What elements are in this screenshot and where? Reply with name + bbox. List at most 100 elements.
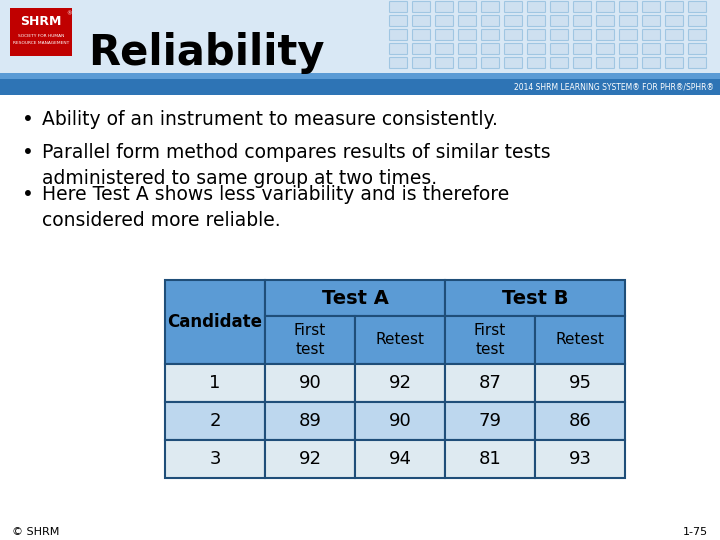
FancyBboxPatch shape	[390, 30, 408, 40]
Bar	[445, 316, 535, 364]
FancyBboxPatch shape	[596, 57, 614, 69]
Bar	[535, 364, 625, 402]
Text: Test B: Test B	[502, 288, 568, 307]
FancyBboxPatch shape	[619, 44, 637, 55]
FancyBboxPatch shape	[505, 44, 523, 55]
Text: 79: 79	[479, 412, 502, 430]
FancyBboxPatch shape	[436, 57, 454, 69]
Text: 81: 81	[479, 450, 501, 468]
FancyBboxPatch shape	[574, 57, 592, 69]
Text: 2014 SHRM LEARNING SYSTEM® FOR PHR®/SPHR®: 2014 SHRM LEARNING SYSTEM® FOR PHR®/SPHR…	[514, 83, 714, 91]
FancyBboxPatch shape	[459, 57, 477, 69]
Text: First
test: First test	[474, 323, 506, 357]
FancyBboxPatch shape	[642, 44, 660, 55]
Text: 92: 92	[299, 450, 322, 468]
Bar	[445, 364, 535, 402]
Bar	[445, 402, 535, 440]
FancyBboxPatch shape	[413, 30, 431, 40]
FancyBboxPatch shape	[665, 30, 683, 40]
FancyBboxPatch shape	[551, 16, 569, 26]
FancyBboxPatch shape	[688, 16, 706, 26]
Bar	[445, 280, 625, 316]
FancyBboxPatch shape	[413, 16, 431, 26]
Bar	[0, 73, 720, 79]
FancyBboxPatch shape	[642, 30, 660, 40]
FancyBboxPatch shape	[665, 16, 683, 26]
FancyBboxPatch shape	[665, 44, 683, 55]
FancyBboxPatch shape	[436, 2, 454, 12]
FancyBboxPatch shape	[688, 30, 706, 40]
FancyBboxPatch shape	[413, 44, 431, 55]
FancyBboxPatch shape	[528, 57, 546, 69]
FancyBboxPatch shape	[596, 30, 614, 40]
FancyBboxPatch shape	[505, 30, 523, 40]
Text: Retest: Retest	[376, 333, 425, 348]
Text: 3: 3	[210, 450, 221, 468]
FancyBboxPatch shape	[505, 57, 523, 69]
FancyBboxPatch shape	[596, 16, 614, 26]
Bar	[265, 402, 355, 440]
Text: •: •	[22, 185, 34, 204]
FancyBboxPatch shape	[665, 2, 683, 12]
Bar	[265, 316, 355, 364]
Bar	[165, 402, 265, 440]
Bar	[535, 316, 625, 364]
FancyBboxPatch shape	[528, 2, 546, 12]
Bar	[0, 79, 720, 95]
FancyBboxPatch shape	[596, 2, 614, 12]
FancyBboxPatch shape	[413, 2, 431, 12]
FancyBboxPatch shape	[436, 44, 454, 55]
FancyBboxPatch shape	[642, 57, 660, 69]
FancyBboxPatch shape	[390, 16, 408, 26]
Bar	[355, 440, 445, 478]
FancyBboxPatch shape	[482, 30, 500, 40]
FancyBboxPatch shape	[482, 57, 500, 69]
FancyBboxPatch shape	[574, 16, 592, 26]
FancyBboxPatch shape	[688, 2, 706, 12]
FancyBboxPatch shape	[551, 57, 569, 69]
FancyBboxPatch shape	[459, 44, 477, 55]
FancyBboxPatch shape	[505, 16, 523, 26]
FancyBboxPatch shape	[642, 16, 660, 26]
FancyBboxPatch shape	[574, 2, 592, 12]
Text: 1-75: 1-75	[683, 527, 708, 537]
Bar	[165, 440, 265, 478]
Bar	[535, 402, 625, 440]
Text: Reliability: Reliability	[88, 32, 325, 74]
FancyBboxPatch shape	[436, 30, 454, 40]
FancyBboxPatch shape	[551, 2, 569, 12]
FancyBboxPatch shape	[459, 16, 477, 26]
Text: 2: 2	[210, 412, 221, 430]
Text: 89: 89	[299, 412, 321, 430]
FancyBboxPatch shape	[482, 2, 500, 12]
Bar	[10, 8, 72, 56]
Text: 86: 86	[569, 412, 591, 430]
FancyBboxPatch shape	[619, 2, 637, 12]
Bar	[355, 316, 445, 364]
Bar	[265, 364, 355, 402]
Text: Retest: Retest	[556, 333, 605, 348]
Text: 90: 90	[389, 412, 411, 430]
FancyBboxPatch shape	[619, 57, 637, 69]
FancyBboxPatch shape	[528, 30, 546, 40]
FancyBboxPatch shape	[436, 16, 454, 26]
FancyBboxPatch shape	[574, 30, 592, 40]
Bar	[355, 364, 445, 402]
Text: © SHRM: © SHRM	[12, 527, 59, 537]
FancyBboxPatch shape	[482, 16, 500, 26]
Text: RESOURCE MANAGEMENT: RESOURCE MANAGEMENT	[13, 40, 69, 45]
FancyBboxPatch shape	[390, 57, 408, 69]
FancyBboxPatch shape	[642, 2, 660, 12]
Text: 93: 93	[569, 450, 592, 468]
Text: First
test: First test	[294, 323, 326, 357]
Text: 90: 90	[299, 374, 321, 392]
Bar	[165, 364, 265, 402]
Text: SOCIETY FOR HUMAN: SOCIETY FOR HUMAN	[18, 34, 64, 38]
Text: •: •	[22, 110, 34, 129]
FancyBboxPatch shape	[551, 44, 569, 55]
Text: 87: 87	[479, 374, 501, 392]
Bar	[265, 440, 355, 478]
FancyBboxPatch shape	[596, 44, 614, 55]
Text: SHRM: SHRM	[20, 15, 62, 28]
Bar	[0, 0, 720, 75]
